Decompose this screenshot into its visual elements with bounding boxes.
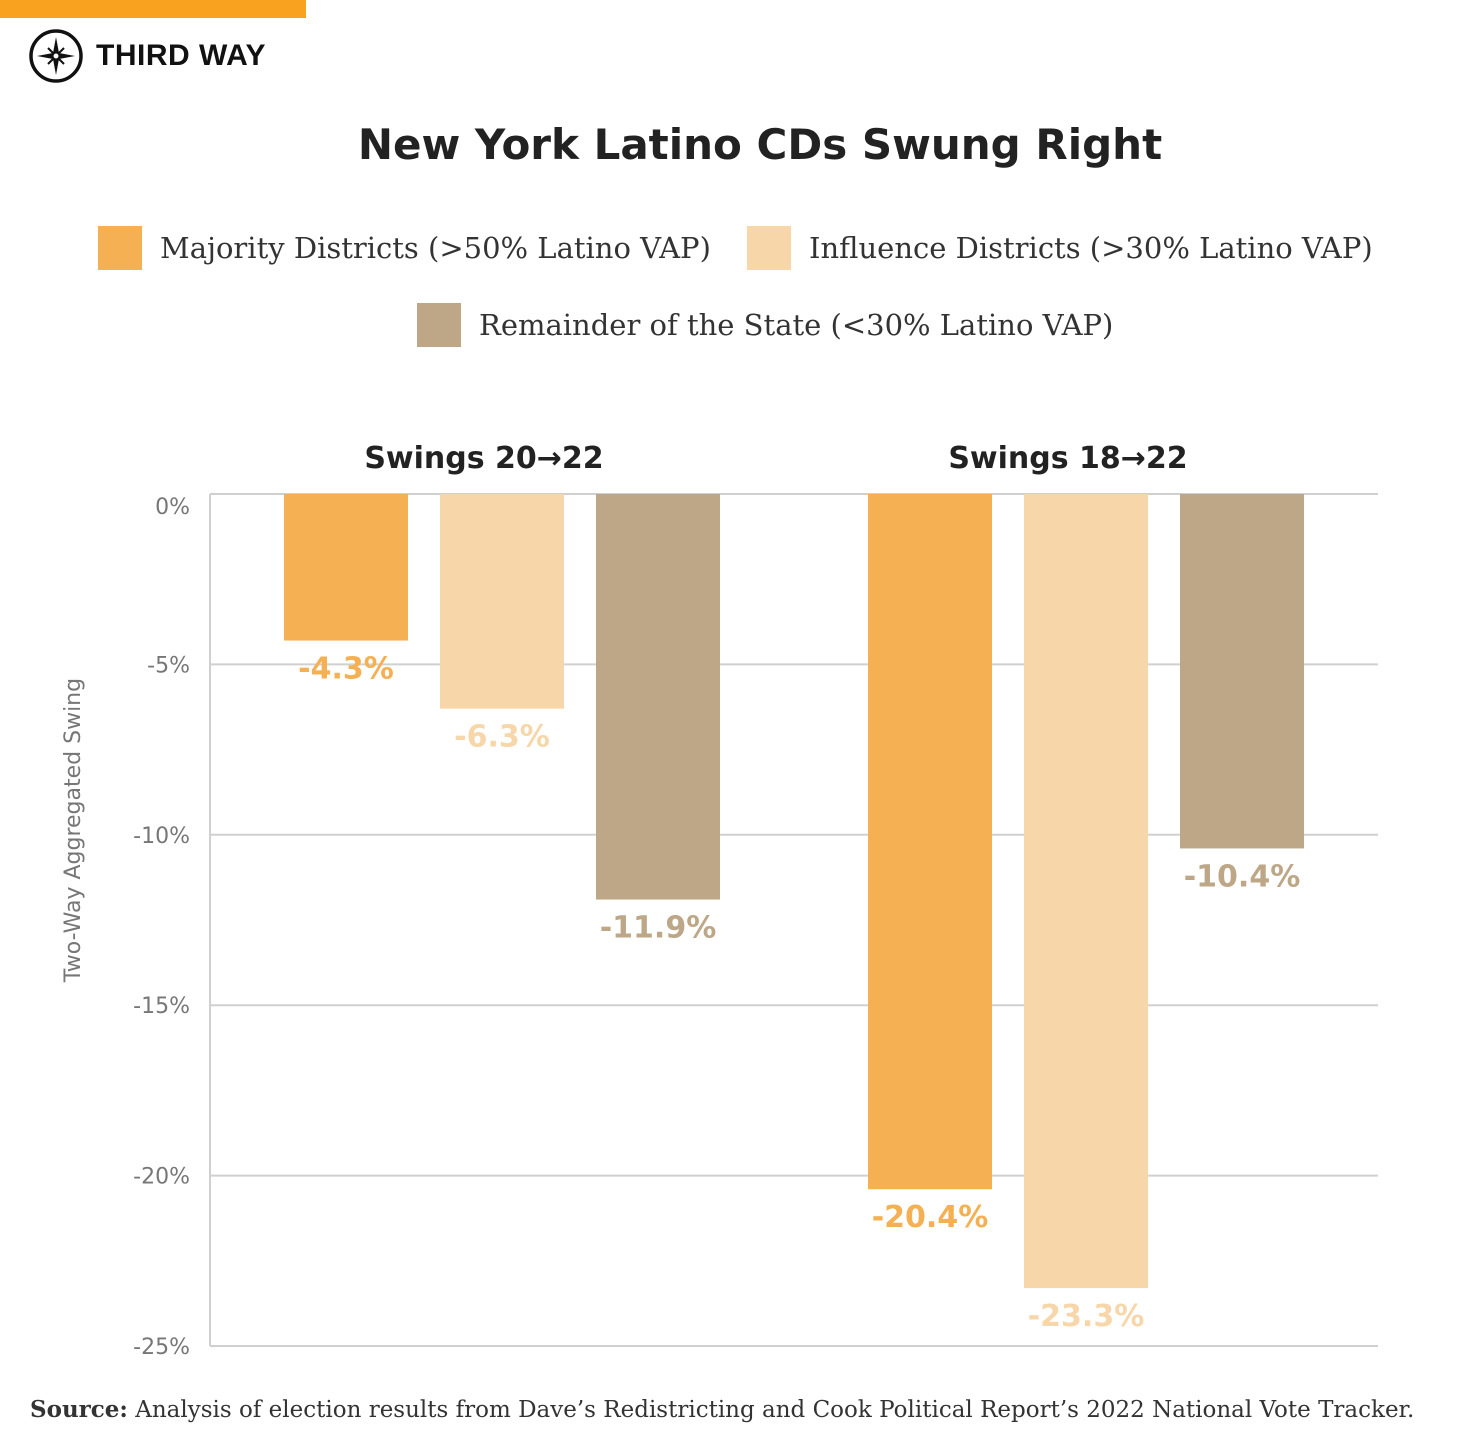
brand-bar (0, 0, 306, 18)
chart-title: New York Latino CDs Swung Right (357, 120, 1163, 169)
legend-swatch (98, 226, 142, 270)
bar (440, 494, 564, 709)
bar (1024, 494, 1148, 1289)
legend-label: Remainder of the State (<30% Latino VAP) (479, 308, 1114, 342)
y-tick-label: 0% (155, 495, 190, 520)
brand-name: THIRD WAY (96, 39, 267, 72)
y-tick-label: -10% (133, 824, 190, 849)
data-label: -23.3% (1028, 1299, 1145, 1334)
bar (868, 494, 992, 1190)
y-axis-label: Two-Way Aggregated Swing (61, 678, 86, 983)
legend-swatch (747, 226, 791, 270)
legend-label: Majority Districts (>50% Latino VAP) (160, 231, 711, 265)
legend-label: Influence Districts (>30% Latino VAP) (809, 231, 1373, 265)
data-label: -6.3% (454, 720, 550, 755)
y-tick-label: -5% (147, 653, 190, 678)
y-tick-label: -20% (133, 1165, 190, 1190)
data-label: -10.4% (1184, 859, 1301, 894)
source-note: Source: Analysis of election results fro… (30, 1396, 1414, 1423)
source-text: Analysis of election results from Dave’s… (135, 1397, 1415, 1423)
y-tick-label: -25% (133, 1335, 190, 1360)
y-tick-label: -15% (133, 994, 190, 1019)
legend-swatch (417, 303, 461, 347)
legend-item-influence: Influence Districts (>30% Latino VAP) (747, 226, 1373, 270)
data-label: -20.4% (872, 1200, 989, 1235)
legend-item-majority: Majority Districts (>50% Latino VAP) (98, 226, 711, 270)
bar (1180, 494, 1304, 849)
compass-icon (29, 29, 83, 83)
bar (596, 494, 720, 900)
data-label: -11.9% (600, 911, 717, 946)
bar (284, 494, 408, 641)
third-way-logo: THIRD WAY (28, 28, 266, 84)
category-label: Swings 20→22 (364, 441, 603, 476)
category-label: Swings 18→22 (948, 441, 1187, 476)
data-label: -4.3% (298, 652, 394, 687)
source-label: Source: (30, 1396, 128, 1423)
legend-item-remainder: Remainder of the State (<30% Latino VAP) (417, 303, 1113, 347)
